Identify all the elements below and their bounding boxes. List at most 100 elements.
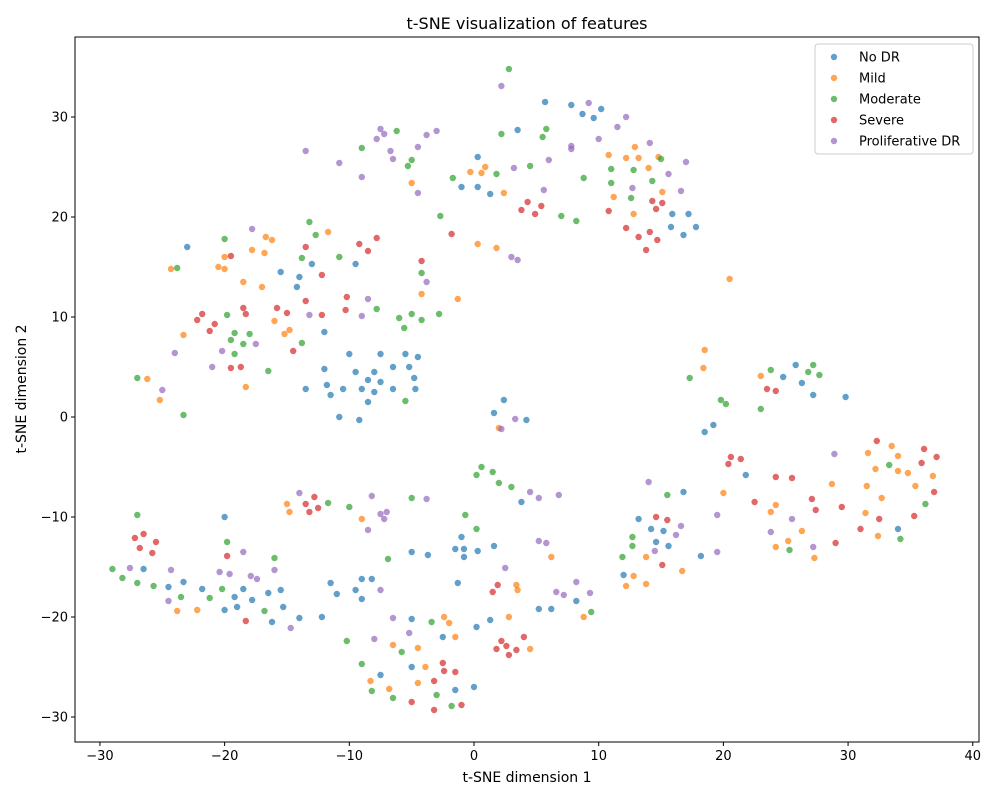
point-no-dr-96 — [408, 615, 415, 623]
point-no-dr-35 — [541, 98, 549, 106]
point-no-dr-95 — [454, 579, 461, 587]
x-tick-label-2: −10 — [336, 749, 363, 764]
point-severe-45 — [149, 549, 156, 557]
point-severe-62 — [458, 701, 465, 709]
point-mild-56 — [414, 679, 422, 687]
point-no-dr-10 — [414, 353, 422, 361]
point-no-dr-1 — [277, 268, 284, 276]
point-severe-38 — [302, 500, 309, 508]
point-no-dr-79 — [296, 614, 303, 622]
point-severe-43 — [140, 530, 147, 538]
point-severe-42 — [131, 534, 139, 542]
point-mild-13 — [324, 228, 332, 236]
point-moderate-43 — [649, 177, 656, 185]
point-severe-67 — [727, 453, 735, 461]
point-proliferative-dr-76 — [165, 597, 172, 605]
point-proliferative-dr-22 — [381, 130, 388, 138]
point-proliferative-dr-32 — [252, 340, 259, 348]
point-no-dr-38 — [590, 114, 597, 122]
legend-marker-0 — [830, 53, 838, 61]
legend: No DR Mild Moderate Severe Proliferative DR — [814, 43, 974, 155]
point-proliferative-dr-64 — [767, 528, 774, 536]
chart-title: t-SNE visualization of features — [407, 14, 648, 33]
point-no-dr-97 — [473, 623, 480, 631]
point-severe-33 — [649, 197, 656, 205]
point-no-dr-99 — [535, 605, 542, 613]
point-moderate-19 — [396, 314, 403, 322]
point-no-dr-13 — [371, 368, 378, 376]
point-mild-64 — [174, 607, 181, 615]
point-proliferative-dr-74 — [253, 575, 261, 583]
point-proliferative-dr-11 — [646, 139, 653, 147]
point-moderate-67 — [629, 542, 636, 550]
point-moderate-85 — [358, 660, 365, 668]
point-proliferative-dr-3 — [614, 123, 621, 131]
point-mild-18 — [408, 179, 415, 187]
point-severe-46 — [152, 538, 160, 546]
point-no-dr-16 — [364, 376, 372, 384]
point-moderate-65 — [664, 491, 671, 499]
point-proliferative-dr-58 — [645, 478, 652, 486]
point-no-dr-33 — [487, 190, 494, 198]
point-severe-84 — [933, 453, 940, 461]
point-no-dr-76 — [277, 586, 284, 594]
point-severe-58 — [440, 667, 448, 675]
point-mild-22 — [478, 169, 485, 177]
point-moderate-2 — [539, 133, 546, 141]
point-mild-35 — [659, 188, 666, 196]
legend-marker-1 — [830, 74, 838, 82]
point-moderate-57 — [473, 471, 480, 479]
point-no-dr-18 — [302, 385, 309, 393]
point-mild-79 — [872, 465, 879, 473]
point-moderate-24 — [306, 218, 313, 226]
point-severe-24 — [531, 210, 539, 218]
point-severe-15 — [242, 310, 249, 318]
point-no-dr-51 — [792, 361, 799, 369]
point-proliferative-dr-16 — [373, 135, 380, 143]
point-mild-78 — [864, 449, 872, 457]
point-no-dr-81 — [327, 579, 334, 587]
point-proliferative-dr-56 — [573, 578, 580, 586]
point-proliferative-dr-36 — [159, 386, 166, 394]
point-severe-47 — [223, 552, 231, 560]
point-proliferative-dr-7 — [510, 164, 518, 172]
point-proliferative-dr-26 — [414, 189, 422, 197]
point-severe-25 — [524, 198, 531, 206]
point-no-dr-31 — [474, 153, 481, 161]
point-no-dr-3 — [308, 260, 316, 268]
point-moderate-52 — [816, 371, 823, 379]
point-no-dr-5 — [321, 328, 328, 336]
point-moderate-75 — [223, 538, 231, 546]
point-mild-26 — [493, 244, 500, 252]
point-no-dr-86 — [358, 595, 365, 603]
point-proliferative-dr-65 — [788, 515, 796, 523]
point-no-dr-103 — [439, 633, 446, 641]
x-tick-label-4: 10 — [590, 749, 607, 764]
point-moderate-20 — [435, 310, 443, 318]
point-no-dr-82 — [333, 590, 340, 598]
point-severe-10 — [318, 311, 326, 319]
points-layer — [109, 65, 940, 714]
point-no-dr-9 — [402, 350, 409, 358]
point-mild-54 — [505, 613, 513, 621]
point-no-dr-39 — [598, 105, 605, 113]
point-mild-21 — [467, 168, 474, 176]
point-proliferative-dr-37 — [508, 253, 515, 261]
point-proliferative-dr-23 — [302, 147, 309, 155]
point-no-dr-26 — [411, 374, 418, 382]
point-proliferative-dr-15 — [377, 125, 384, 133]
x-axis: −30 −20 −10 0 10 20 30 40 — [86, 742, 981, 764]
point-moderate-72 — [897, 535, 904, 543]
point-moderate-42 — [627, 194, 635, 202]
point-severe-32 — [654, 236, 661, 244]
point-proliferative-dr-43 — [377, 510, 384, 518]
point-moderate-25 — [312, 231, 319, 239]
point-no-dr-20 — [339, 385, 347, 393]
point-mild-33 — [645, 164, 652, 172]
point-moderate-48 — [757, 405, 764, 413]
point-severe-81 — [918, 459, 925, 467]
point-proliferative-dr-18 — [423, 131, 430, 139]
point-no-dr-70 — [221, 606, 228, 614]
point-severe-70 — [751, 498, 758, 506]
point-moderate-28 — [223, 311, 231, 319]
